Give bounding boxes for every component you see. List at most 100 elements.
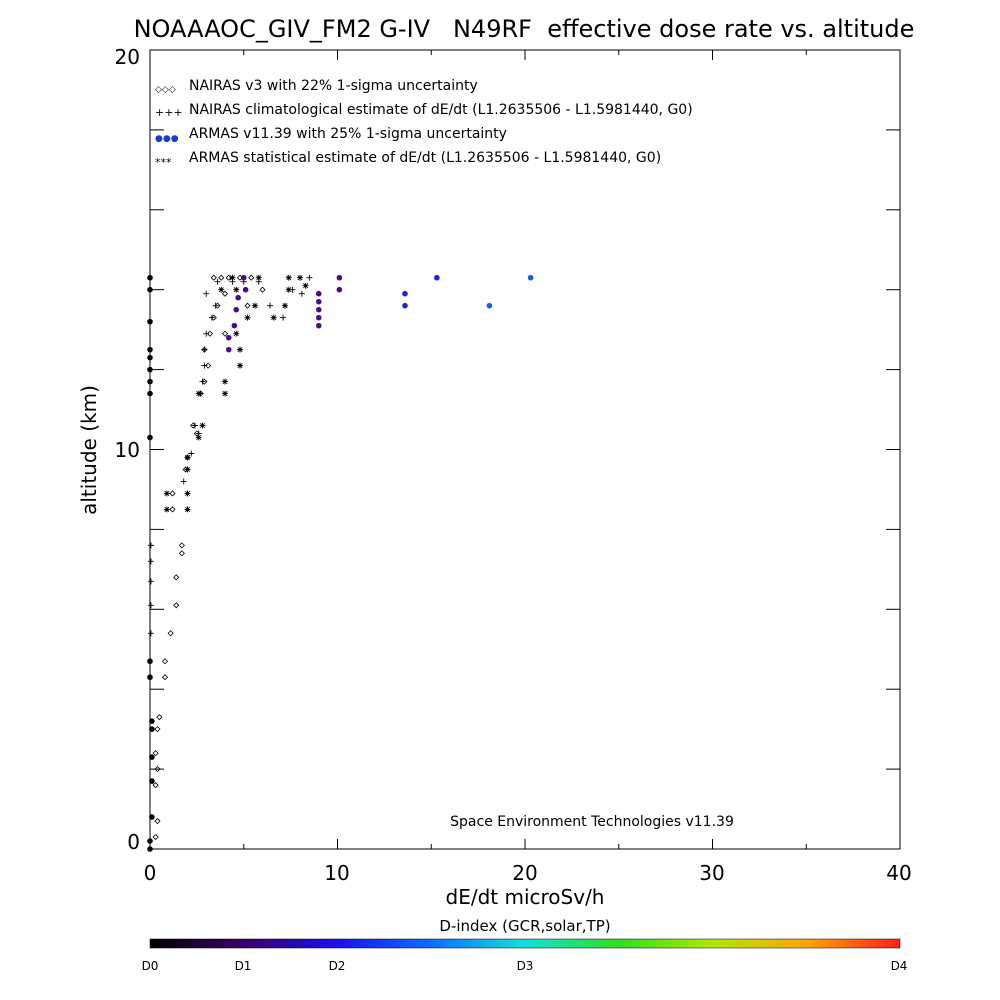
nairas-clim-point xyxy=(147,558,154,565)
nairas-point xyxy=(161,658,169,665)
armas-point xyxy=(149,814,155,820)
armas-point xyxy=(527,274,534,281)
nairas-point xyxy=(156,714,163,721)
armas-point xyxy=(149,754,155,760)
armas-stat-point xyxy=(255,274,262,281)
colorbar-label: D0 xyxy=(142,959,159,973)
armas-stat-point xyxy=(244,314,251,321)
legend: ◇◇◇ NAIRAS v3 with 22% 1-sigma uncertain… xyxy=(155,78,693,169)
nairas-clim-point xyxy=(280,314,287,321)
armas-point xyxy=(147,286,153,293)
nairas-point xyxy=(154,766,161,773)
plot-frame xyxy=(149,49,901,850)
armas-point xyxy=(149,718,155,724)
armas-stat-point xyxy=(195,434,202,441)
armas-stat-point xyxy=(184,490,191,497)
armas-stat-point xyxy=(163,490,170,497)
armas-stat-point xyxy=(297,274,303,281)
nairas-point xyxy=(218,274,225,281)
nairas-clim-point xyxy=(306,274,313,281)
nairas-clim-point xyxy=(267,302,273,309)
armas-stat-point xyxy=(218,286,225,293)
armas-stat-point xyxy=(282,302,288,309)
armas-stat-point xyxy=(184,466,191,473)
nairas-clim-point xyxy=(298,290,305,297)
colorbar-title: D-index (GCR,solar,TP) xyxy=(439,917,610,935)
nairas-point xyxy=(169,506,176,513)
armas-stat-point xyxy=(199,422,206,429)
y-tick-label: 10 xyxy=(115,438,140,462)
legend-label-nairas-clim: NAIRAS climatological estimate of dE/dt … xyxy=(189,102,693,118)
armas-point xyxy=(315,314,322,321)
armas-point xyxy=(315,322,322,329)
nairas-point xyxy=(205,362,212,369)
armas-point xyxy=(315,298,322,305)
legend-label-nairas: NAIRAS v3 with 22% 1-sigma uncertainty xyxy=(189,78,478,94)
credit-text: Space Environment Technologies v11.39 xyxy=(450,814,734,830)
y-tick-label: 20 xyxy=(115,45,140,69)
x-tick-label: 20 xyxy=(512,861,537,885)
armas-point xyxy=(147,390,153,397)
colorbar-label: D3 xyxy=(517,959,534,973)
nairas-point xyxy=(221,290,229,297)
armas-point xyxy=(147,674,153,681)
armas-point xyxy=(242,286,249,293)
nairas-point xyxy=(173,602,180,609)
armas-point xyxy=(147,274,153,281)
legend-symbol-armas: ●●● xyxy=(155,134,179,144)
armas-point xyxy=(147,846,153,852)
legend-label-armas-stat: ARMAS statistical estimate of dE/dt (L1.… xyxy=(189,150,661,166)
nairas-clim-point xyxy=(203,330,210,337)
nairas-point xyxy=(221,330,229,337)
armas-stat-point xyxy=(302,282,309,289)
armas-point xyxy=(147,838,153,844)
nairas-clim-point xyxy=(147,630,154,637)
colorbar xyxy=(149,938,901,949)
colorbar-label: D4 xyxy=(891,959,908,973)
nairas-clim-point xyxy=(147,578,154,585)
legend-symbol-armas-stat: *** xyxy=(155,156,172,169)
nairas-point xyxy=(178,550,185,557)
armas-stat-point xyxy=(222,378,228,385)
nairas-clim-point xyxy=(192,422,198,429)
x-tick-label: 0 xyxy=(144,861,157,885)
nairas-point xyxy=(152,750,159,757)
armas-point xyxy=(149,778,155,784)
chart-title: NOAAAOC_GIV_FM2 G-IV N49RF effective dos… xyxy=(134,15,915,43)
nairas-clim-point xyxy=(208,314,215,321)
armas-stat-point xyxy=(184,506,191,513)
nairas-point xyxy=(244,302,251,309)
nairas-point xyxy=(161,674,169,681)
armas-point xyxy=(147,658,153,665)
armas-point xyxy=(147,346,153,353)
armas-point xyxy=(231,322,238,329)
x-tick-label: 10 xyxy=(324,861,349,885)
nairas-point xyxy=(259,286,266,293)
nairas-point xyxy=(210,274,217,281)
armas-stat-point xyxy=(195,390,202,397)
armas-point xyxy=(240,274,247,281)
armas-stat-point xyxy=(229,274,236,281)
nairas-point xyxy=(173,574,180,581)
armas-point xyxy=(149,726,155,732)
nairas-clim-point xyxy=(203,290,210,297)
armas-stat-point xyxy=(184,454,191,461)
legend-label-armas: ARMAS v11.39 with 25% 1-sigma uncertaint… xyxy=(189,126,507,142)
armas-stat-point xyxy=(163,506,170,513)
y-axis-label: altitude (km) xyxy=(77,385,101,515)
armas-stat-point xyxy=(237,346,243,353)
data-points xyxy=(147,274,534,852)
colorbar-label: D2 xyxy=(329,959,346,973)
armas-point xyxy=(402,302,408,309)
legend-symbol-nairas: ◇◇◇ xyxy=(155,85,176,95)
nairas-point xyxy=(248,274,255,281)
nairas-point xyxy=(225,274,232,281)
armas-point xyxy=(147,378,153,385)
nairas-point xyxy=(206,330,214,337)
armas-stat-point xyxy=(237,362,243,369)
armas-point xyxy=(336,286,343,293)
nairas-point xyxy=(178,542,185,549)
armas-point xyxy=(147,318,153,325)
armas-point xyxy=(336,274,343,281)
